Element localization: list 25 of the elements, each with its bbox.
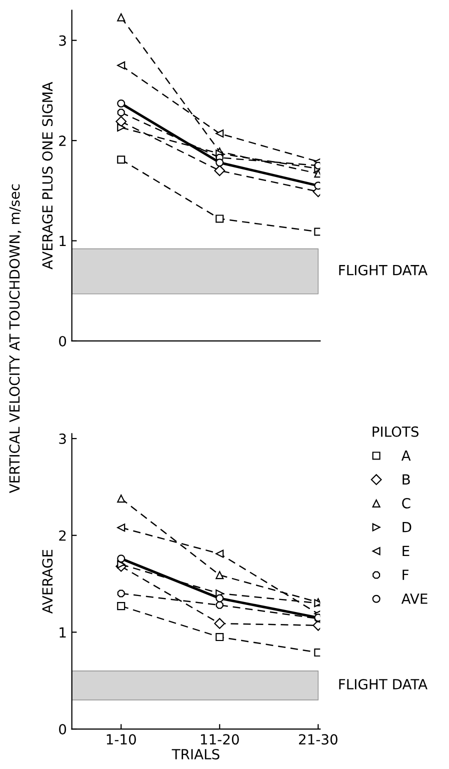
legend-label: A: [401, 450, 411, 461]
y-tick-label: 1: [60, 236, 66, 246]
legend-label: D: [402, 522, 412, 532]
text: VERTICAL VELOCITY AT TOUCHDOWN, m/sec: [9, 184, 22, 494]
y-tick-label: 2: [59, 136, 66, 146]
band-label: FLIGHT DATA: [339, 678, 428, 690]
legend-title: PILOTS: [372, 426, 419, 437]
y-tick-label: 3: [59, 35, 66, 46]
y-tick-label: 0: [59, 336, 66, 346]
y-tick-label: 0: [59, 724, 66, 734]
band-label: FLIGHT DATA: [339, 264, 428, 276]
legend-label: E: [402, 546, 410, 556]
legend-label: C: [402, 498, 410, 508]
x-tick-label: 11-20: [200, 734, 239, 745]
y-tick-label: 3: [59, 434, 66, 444]
y-axis-title: AVERAGE PLUS ONE SIGMA: [42, 82, 53, 270]
x-tick-label: 21-30: [299, 734, 338, 745]
x-axis-title: TRIALS: [172, 748, 220, 760]
legend-label: F: [402, 570, 409, 580]
y-tick-label: 2: [59, 530, 66, 541]
legend-label: AVE: [401, 594, 428, 604]
legend-label: B: [402, 474, 410, 484]
y-axis-title: AVERAGE: [42, 550, 53, 614]
x-tick-label: 1-10: [106, 734, 136, 745]
y-tick-label: 1: [60, 627, 66, 638]
